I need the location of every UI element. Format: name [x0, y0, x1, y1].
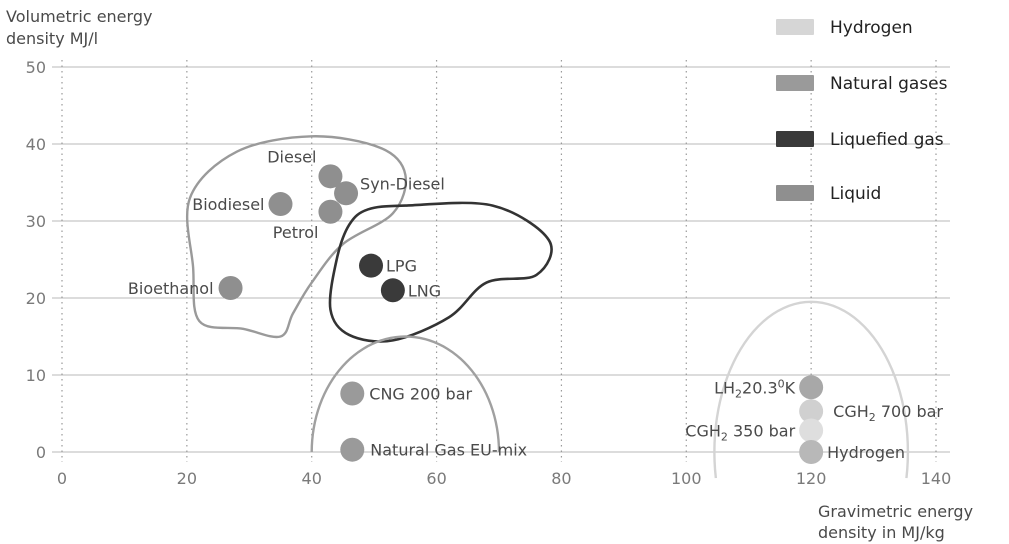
- group-outline-liquid: [186, 135, 408, 339]
- point-label: LH220.30K: [714, 377, 796, 400]
- point-label: LNG: [408, 281, 441, 300]
- point-cgh-700-bar: [799, 399, 824, 424]
- group-outline-hydrogen: [713, 300, 910, 479]
- legend-label: Hydrogen: [830, 18, 913, 38]
- y-tick-label: 30: [26, 212, 46, 231]
- group-outline-natural-gases: [310, 335, 501, 453]
- grid: [52, 60, 950, 462]
- point-diesel: [318, 164, 343, 189]
- legend: Hydrogen Natural gases Liquefied gas Liquid: [776, 18, 948, 204]
- x-tick-label: 100: [671, 469, 702, 488]
- point-cgh-350-bar: [799, 418, 824, 443]
- y-tick-label: 40: [26, 135, 46, 154]
- point-label: Diesel: [267, 147, 316, 166]
- legend-swatch: [776, 75, 814, 91]
- legend-label: Liquefied gas: [830, 130, 944, 150]
- point-label: Natural Gas EU-mix: [370, 441, 527, 460]
- point-label: CGH2 700 bar: [833, 402, 943, 424]
- point-lng: [380, 278, 405, 303]
- y-tick-label: 20: [26, 289, 46, 308]
- point-label: CGH2 350 bar: [685, 421, 795, 443]
- x-tick-label: 0: [57, 469, 67, 488]
- point-cng-200-bar: [340, 381, 365, 406]
- x-axis-title-line-2: density in MJ/kg: [818, 523, 945, 542]
- point-label: Bioethanol: [128, 279, 214, 298]
- y-axis-title-line-1: Volumetric energy: [6, 7, 152, 26]
- point-natural-gas-eu-mix: [340, 437, 365, 462]
- group-outlines: [186, 135, 910, 479]
- x-tick-label: 80: [551, 469, 571, 488]
- legend-swatch: [776, 185, 814, 201]
- x-axis-title-line-1: Gravimetric energy: [818, 502, 973, 521]
- point-label: Hydrogen: [827, 443, 905, 462]
- point-label: Petrol: [273, 223, 319, 242]
- point-syn-diesel: [334, 181, 359, 206]
- group-outline-liquefied-gas: [328, 201, 553, 343]
- point-label: Syn-Diesel: [360, 174, 445, 193]
- y-axis-title-line-2: density MJ/l: [6, 29, 98, 48]
- point-lh-20-3-k: [799, 375, 824, 400]
- x-tick-label: 120: [796, 469, 827, 488]
- point-label: LPG: [386, 257, 417, 276]
- point-biodiesel: [268, 192, 293, 217]
- y-tick-label: 50: [26, 58, 46, 77]
- x-tick-label: 20: [177, 469, 197, 488]
- point-bioethanol: [218, 275, 243, 300]
- y-tick-label: 0: [36, 443, 46, 462]
- point-label: Biodiesel: [192, 195, 264, 214]
- y-tick-label: 10: [26, 366, 46, 385]
- legend-swatch: [776, 131, 814, 147]
- legend-label: Natural gases: [830, 74, 948, 94]
- point-label: CNG 200 bar: [369, 384, 472, 403]
- legend-swatch: [776, 19, 814, 35]
- point-petrol: [318, 199, 343, 224]
- legend-label: Liquid: [830, 184, 881, 204]
- point-hydrogen: [799, 440, 824, 464]
- point-lpg: [359, 253, 384, 278]
- x-tick-label: 40: [302, 469, 322, 488]
- x-tick-label: 140: [921, 469, 952, 488]
- axis-ticks: 0 10 20 30 40 50 0 20 40 60 80 100 120 140: [26, 58, 952, 488]
- data-points: Diesel Syn-Diesel Biodiesel Petrol Bioethano…: [128, 147, 943, 464]
- x-tick-label: 60: [426, 469, 446, 488]
